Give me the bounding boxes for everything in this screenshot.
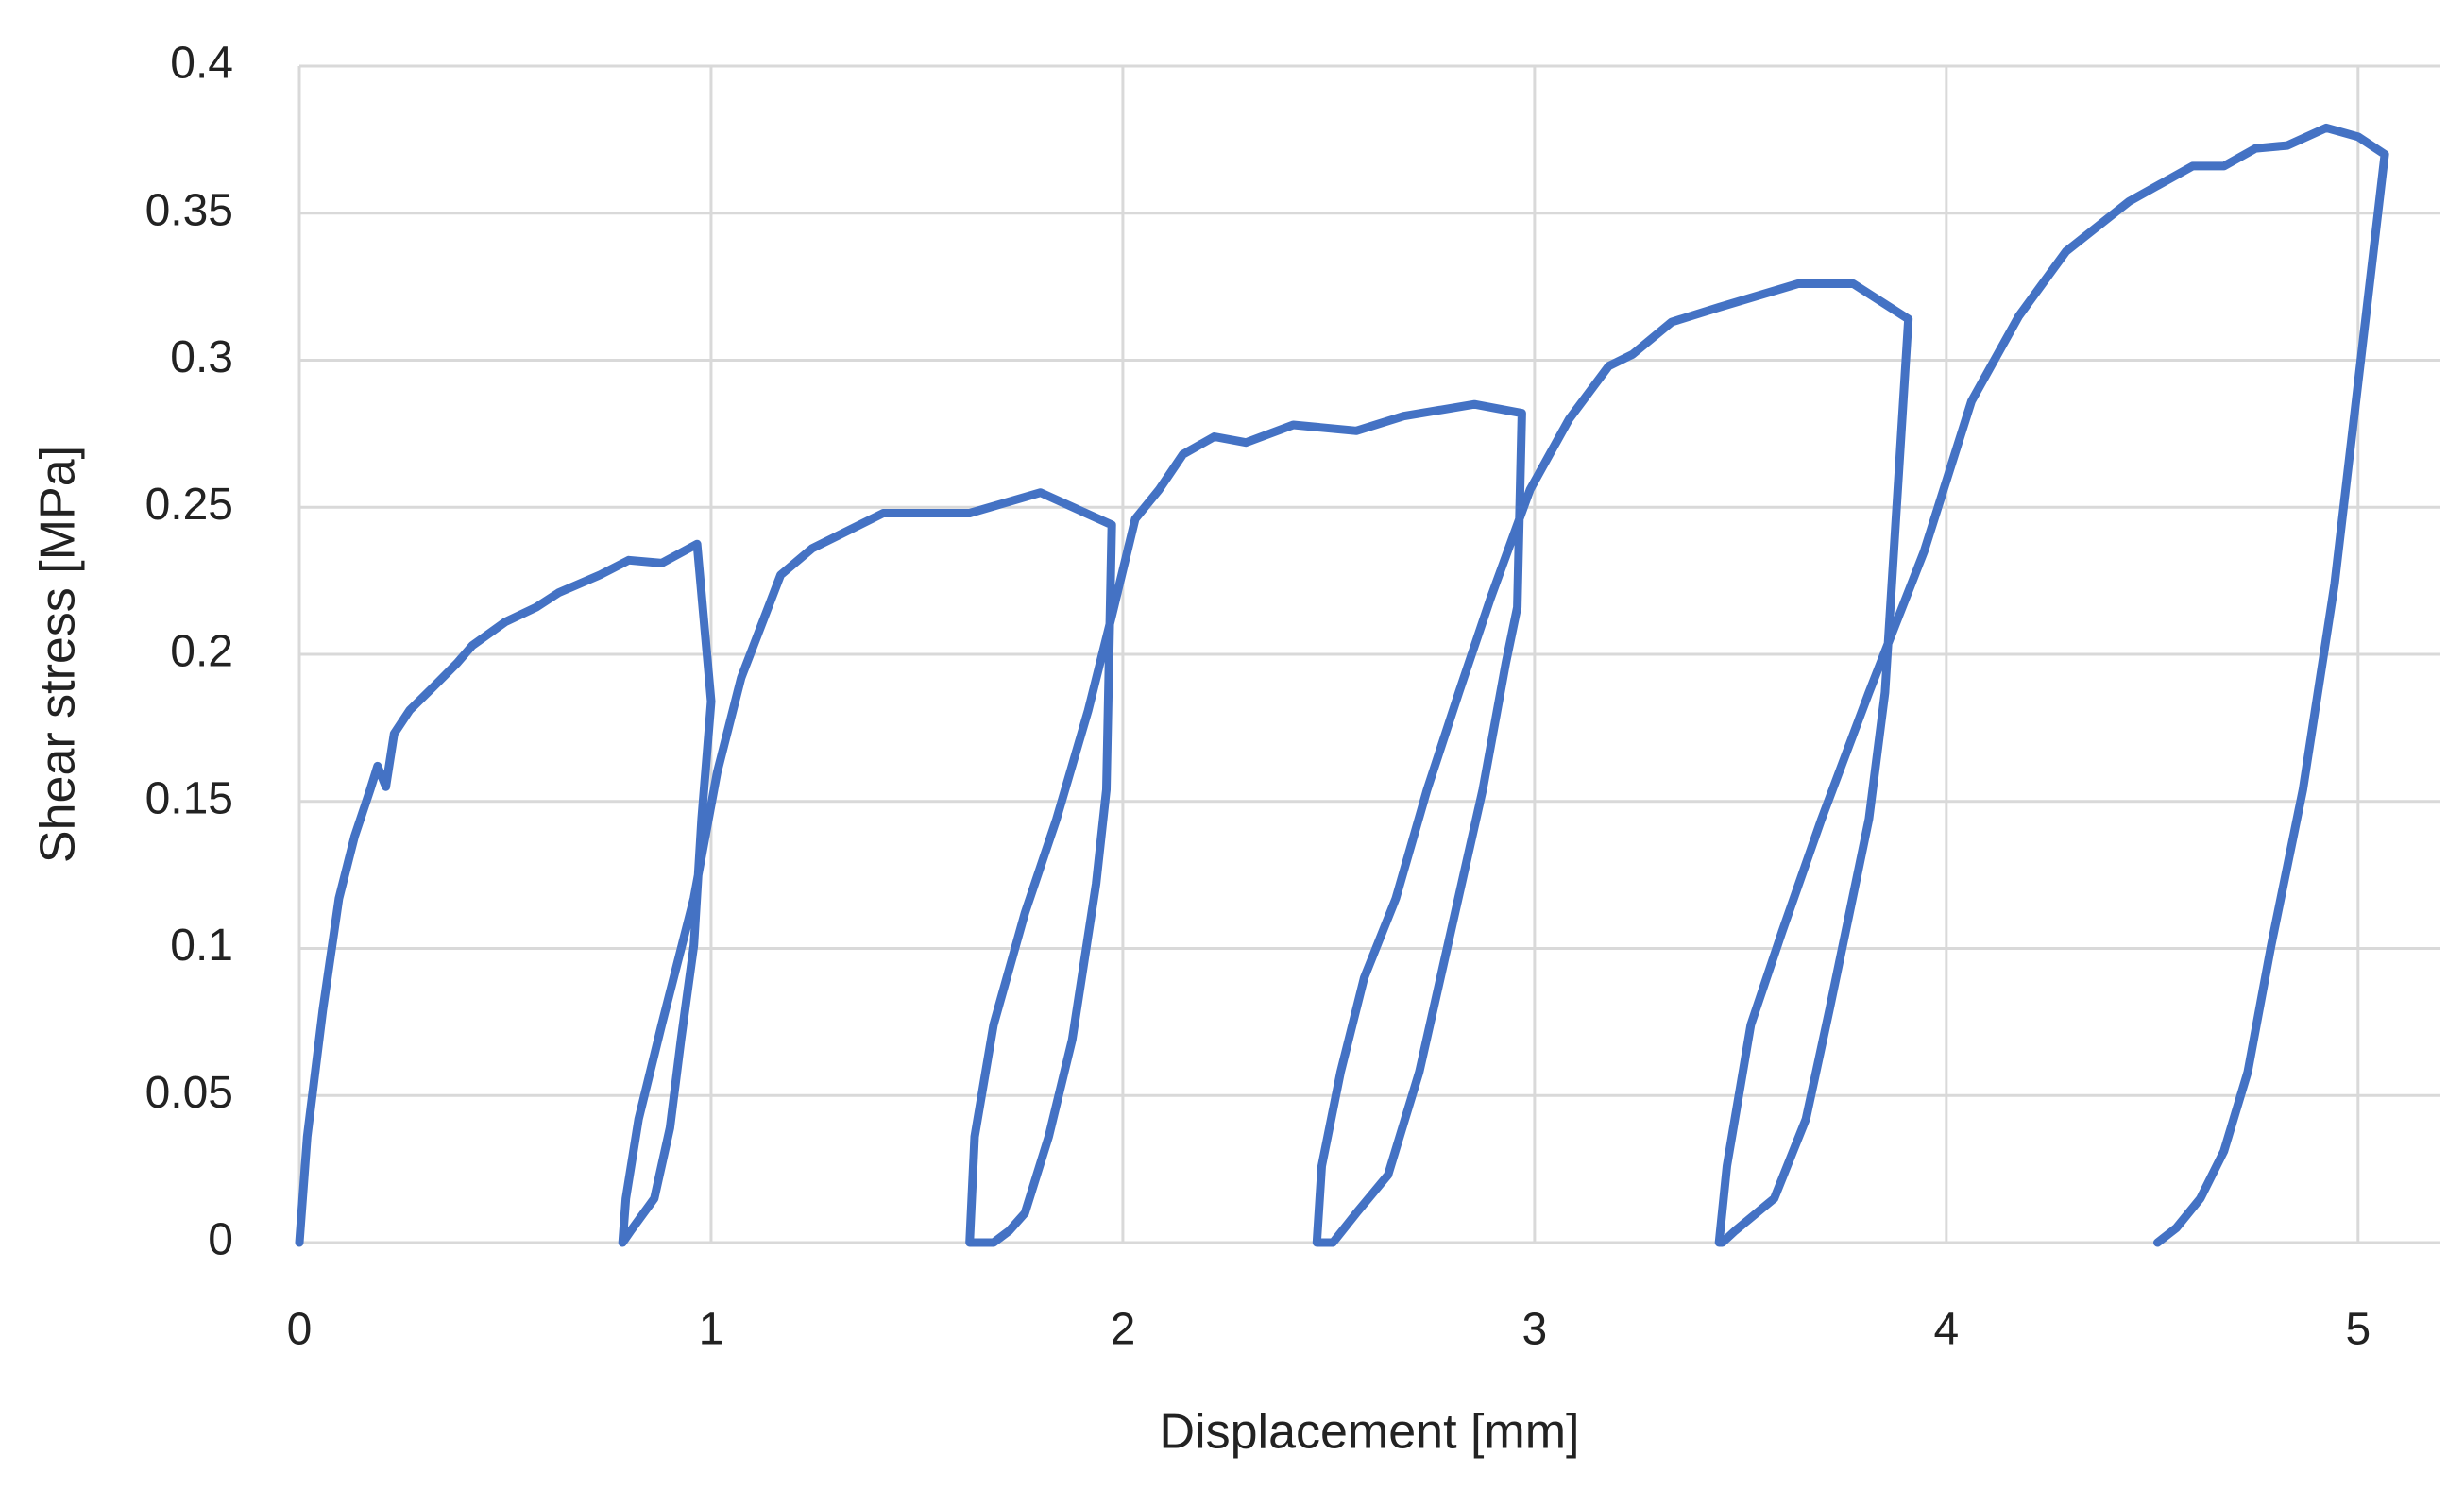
x-tick-label: 1 [699,1305,724,1355]
x-tick-label: 4 [1933,1305,1959,1355]
y-tick-label: 0.05 [145,1068,233,1118]
x-tick-label: 2 [1111,1305,1136,1355]
y-tick-label: 0.2 [170,627,233,677]
x-axis-title: Displacement [mm] [1160,1405,1580,1460]
x-tick-label: 3 [1522,1305,1548,1355]
y-tick-label: 0.4 [170,39,233,89]
y-tick-label: 0.3 [170,332,233,382]
x-tick-label: 5 [2345,1305,2371,1355]
y-tick-label: 0 [208,1215,233,1265]
y-tick-label: 0.1 [170,921,233,971]
y-tick-label: 0.15 [145,773,233,823]
y-axis-title: Shear stress [MPa] [31,446,86,863]
y-tick-label: 0.25 [145,480,233,530]
x-tick-label: 0 [287,1305,313,1355]
y-tick-label: 0.35 [145,185,233,235]
data-line [295,123,2389,1247]
